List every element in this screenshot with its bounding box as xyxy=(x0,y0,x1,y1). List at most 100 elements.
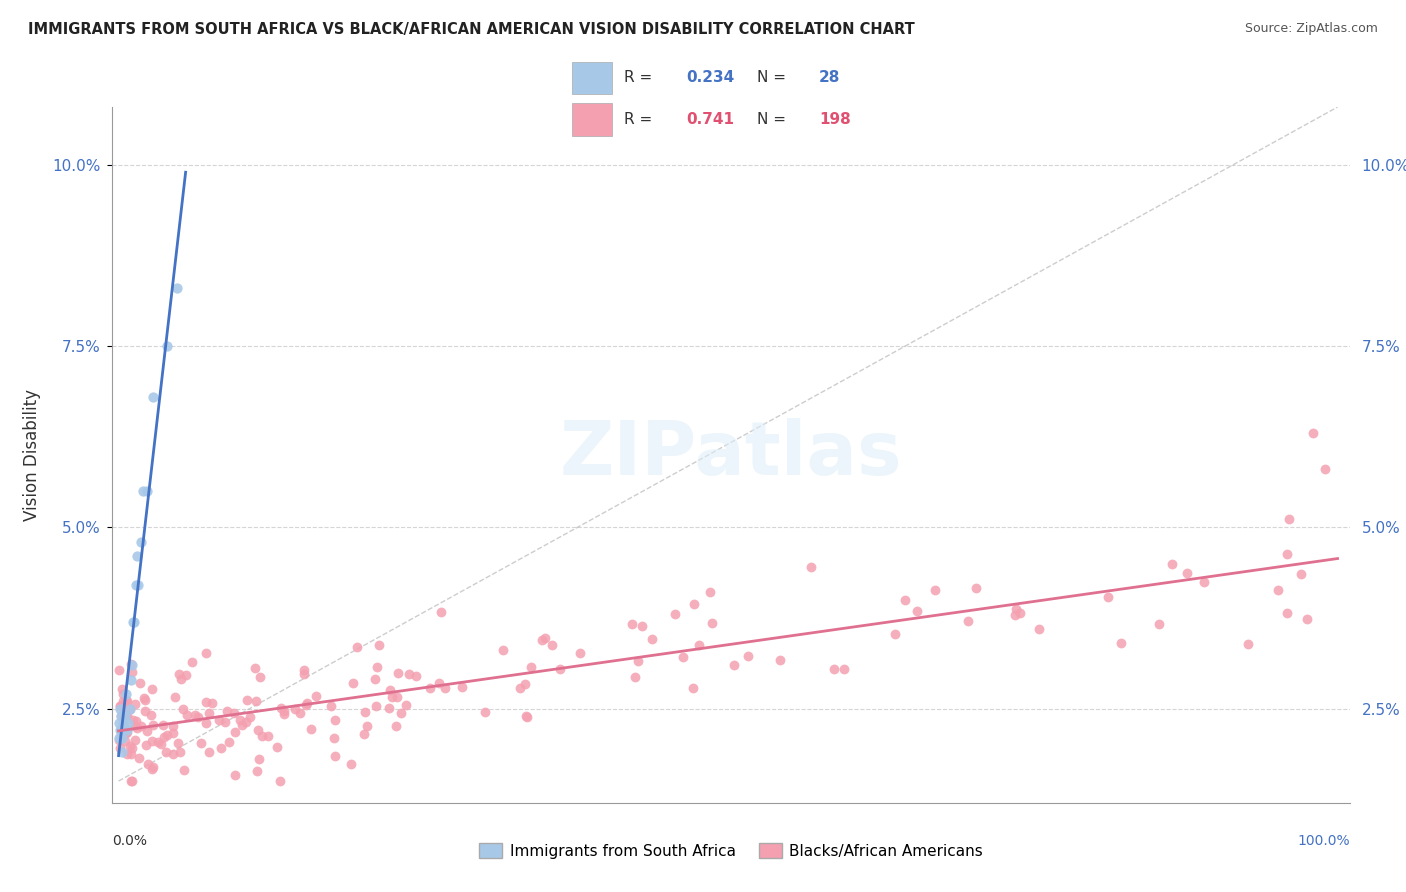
Point xyxy=(128,751,150,765)
Point xyxy=(531,633,554,648)
Point xyxy=(163,690,186,705)
Point xyxy=(127,578,149,592)
Point xyxy=(548,662,571,676)
Point xyxy=(247,723,270,737)
Point xyxy=(112,727,135,741)
Point xyxy=(124,578,146,592)
Point xyxy=(110,698,132,713)
Point xyxy=(108,699,131,714)
Point xyxy=(270,701,292,715)
Point xyxy=(323,713,346,727)
Point xyxy=(141,762,163,776)
Point xyxy=(135,484,157,499)
Point xyxy=(247,752,270,766)
Point xyxy=(162,747,184,761)
Text: 198: 198 xyxy=(820,112,851,127)
Y-axis label: Vision Disability: Vision Disability xyxy=(22,389,41,521)
Point xyxy=(427,676,450,690)
Point xyxy=(519,659,541,673)
Point xyxy=(142,390,165,404)
Point xyxy=(368,638,391,652)
Point xyxy=(141,682,163,697)
Point xyxy=(115,693,138,707)
Point xyxy=(110,708,132,723)
Point xyxy=(112,723,135,738)
Point xyxy=(118,739,141,753)
Point xyxy=(152,730,174,744)
Point xyxy=(108,701,131,715)
Point xyxy=(120,673,142,687)
Point xyxy=(112,719,135,733)
Point xyxy=(190,736,212,750)
Point xyxy=(169,745,191,759)
Point xyxy=(197,745,219,759)
Point xyxy=(122,713,145,727)
Text: 0.0%: 0.0% xyxy=(112,834,148,848)
Point xyxy=(702,616,724,631)
Point xyxy=(166,736,188,750)
Point xyxy=(924,582,946,597)
Point xyxy=(1109,636,1132,650)
Point xyxy=(108,723,131,738)
Point xyxy=(142,759,165,773)
Point xyxy=(832,662,855,676)
Point xyxy=(166,281,188,295)
Point xyxy=(120,774,142,789)
Point xyxy=(627,654,650,668)
Point xyxy=(217,704,239,718)
Legend: Immigrants from South Africa, Blacks/African Americans: Immigrants from South Africa, Blacks/Afr… xyxy=(474,837,988,864)
Point xyxy=(124,615,146,629)
Point xyxy=(224,768,246,782)
Point xyxy=(136,724,159,739)
Point xyxy=(120,702,142,716)
Point xyxy=(132,484,155,499)
Point xyxy=(1315,462,1337,476)
Point xyxy=(492,642,515,657)
Text: N =: N = xyxy=(758,112,786,127)
Point xyxy=(288,706,311,720)
Point xyxy=(195,716,218,731)
Point xyxy=(405,669,427,683)
Point xyxy=(115,687,138,701)
Point xyxy=(194,695,217,709)
Point xyxy=(118,701,141,715)
Point xyxy=(114,698,136,712)
Point xyxy=(450,680,472,694)
Point xyxy=(292,667,315,681)
Point xyxy=(149,738,172,752)
Point xyxy=(1147,617,1170,632)
Point xyxy=(222,706,245,720)
Text: R =: R = xyxy=(624,70,652,85)
Point xyxy=(1028,622,1050,636)
Point xyxy=(115,708,138,723)
Point xyxy=(141,734,163,748)
Point xyxy=(129,535,152,549)
Text: IMMIGRANTS FROM SOUTH AFRICA VS BLACK/AFRICAN AMERICAN VISION DISABILITY CORRELA: IMMIGRANTS FROM SOUTH AFRICA VS BLACK/AF… xyxy=(28,22,915,37)
Point xyxy=(894,593,917,607)
Text: 0.741: 0.741 xyxy=(686,112,734,127)
FancyBboxPatch shape xyxy=(572,103,612,136)
Point xyxy=(299,722,322,736)
Point xyxy=(395,698,418,713)
Point xyxy=(107,716,129,731)
Point xyxy=(346,640,368,655)
Point xyxy=(516,710,538,724)
Point xyxy=(195,646,218,660)
Point xyxy=(474,705,496,719)
Point xyxy=(366,699,388,714)
Point xyxy=(124,732,146,747)
Point xyxy=(1289,567,1312,582)
Point xyxy=(378,683,401,698)
Point xyxy=(1010,606,1032,620)
Point xyxy=(356,719,378,733)
Point xyxy=(641,632,664,646)
Point xyxy=(155,745,177,759)
Point xyxy=(218,735,240,749)
Point xyxy=(569,646,592,660)
Point xyxy=(269,774,291,789)
Point xyxy=(121,740,143,755)
Text: 100.0%: 100.0% xyxy=(1298,834,1350,848)
Point xyxy=(245,694,267,708)
Point xyxy=(1277,547,1299,561)
Point xyxy=(176,708,198,723)
